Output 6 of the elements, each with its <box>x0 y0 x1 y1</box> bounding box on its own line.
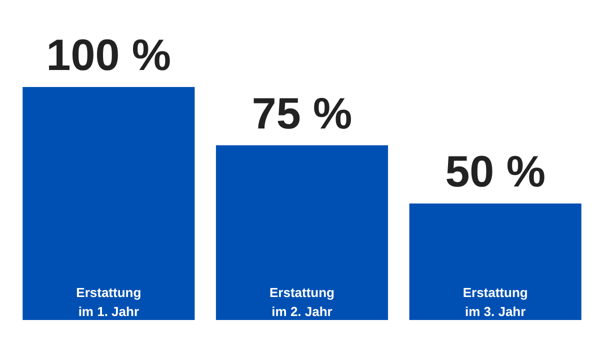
data-label: 50 % <box>445 148 546 196</box>
x-tick-label: Erstattung im 1. Jahr <box>76 285 142 319</box>
data-label: 100 % <box>46 31 172 80</box>
data-label: 75 % <box>252 89 352 138</box>
x-tick-label: Erstattung im 2. Jahr <box>270 285 335 319</box>
x-tick-label: Erstattung im 3. Jahr <box>462 285 528 319</box>
